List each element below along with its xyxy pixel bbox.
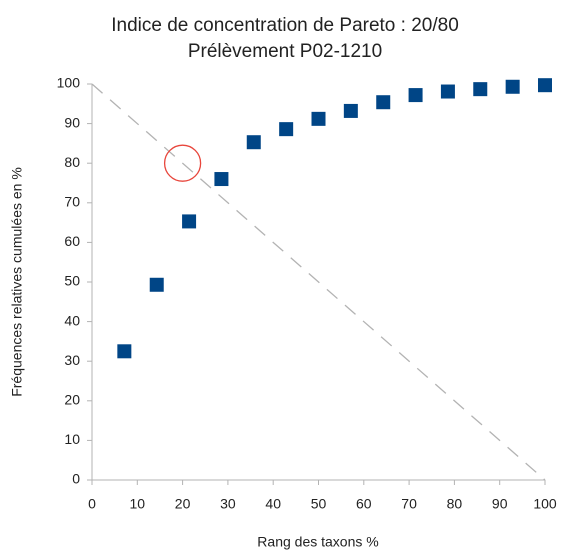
x-tick-label: 40: [265, 496, 281, 512]
y-tick-label: 30: [64, 352, 80, 368]
point: [538, 78, 552, 93]
point: [182, 214, 197, 229]
y-tick-label: 10: [64, 431, 80, 447]
x-tick-label: 20: [175, 496, 191, 512]
point: [279, 122, 294, 137]
y-tick-label: 60: [64, 233, 80, 249]
x-tick-label: 90: [492, 496, 508, 512]
point: [376, 95, 391, 110]
point: [117, 344, 132, 359]
x-tick-label: 100: [533, 496, 557, 512]
y-tick-label: 0: [72, 471, 80, 487]
point: [149, 277, 164, 292]
point: [343, 103, 358, 118]
point: [214, 172, 229, 187]
x-tick-label: 60: [356, 496, 372, 512]
x-axis-label: Rang des taxons %: [257, 534, 378, 550]
x-tick-label: 70: [401, 496, 417, 512]
y-tick-label: 70: [64, 194, 80, 210]
x-tick-label: 0: [88, 496, 96, 512]
y-tick-label: 40: [64, 312, 80, 328]
point: [505, 79, 520, 94]
chart-title: Indice de concentration de Pareto : 20/8…: [111, 15, 459, 36]
y-tick-label: 50: [64, 273, 80, 289]
x-tick-label: 30: [220, 496, 236, 512]
reference-line: [91, 83, 546, 481]
y-axis-label: Fréquences relatives cumulées en %: [9, 167, 25, 397]
point: [473, 82, 488, 97]
chart-subtitle: Prélèvement P02-1210: [188, 41, 382, 62]
x-tick-label: 80: [447, 496, 463, 512]
x-tick-label: 50: [311, 496, 327, 512]
y-tick-label: 100: [57, 75, 81, 91]
point: [246, 135, 261, 150]
highlight-circle: [163, 144, 202, 182]
y-tick-label: 20: [64, 392, 80, 408]
x-tick-label: 10: [130, 496, 146, 512]
y-tick-label: 90: [64, 114, 80, 130]
point: [440, 84, 455, 99]
point: [408, 88, 423, 103]
y-tick-label: 80: [64, 154, 80, 170]
point: [311, 111, 326, 126]
